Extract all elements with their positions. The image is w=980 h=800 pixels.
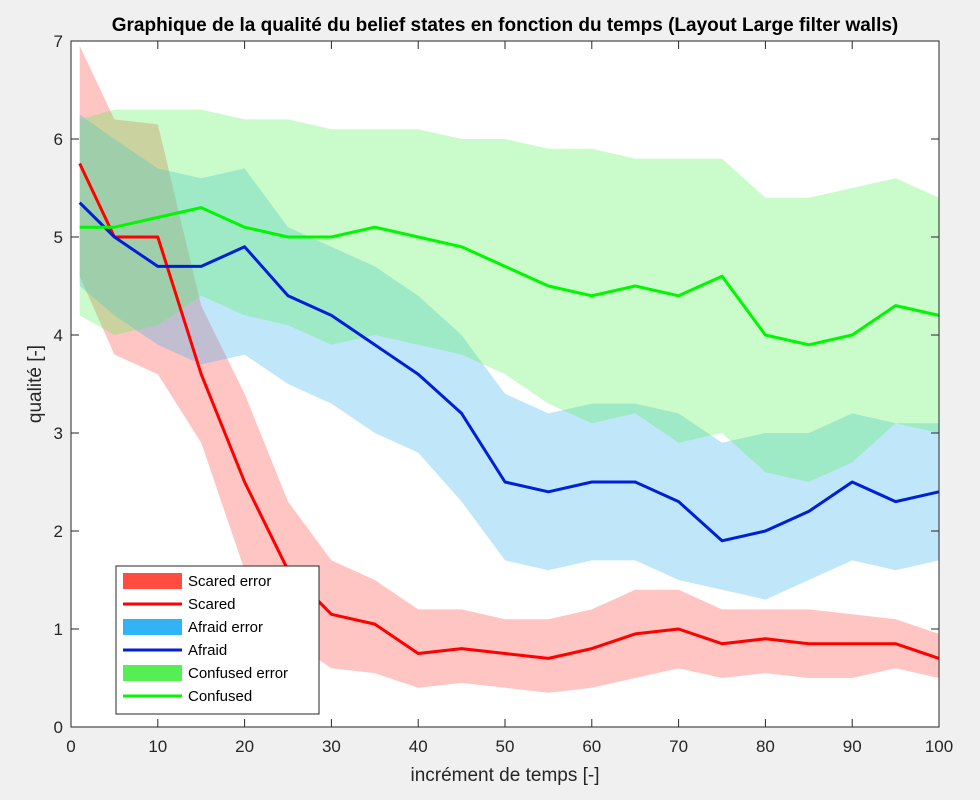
y-axis: 0 1 2 3 4 5 6 7 xyxy=(54,32,939,737)
x-tick-label: 10 xyxy=(148,737,167,756)
x-tick-label: 60 xyxy=(582,737,601,756)
legend-swatch-scared-error xyxy=(123,573,182,589)
legend-label-scared: Scared xyxy=(188,596,236,613)
x-tick-label: 30 xyxy=(322,737,341,756)
y-tick-label: 0 xyxy=(54,718,63,737)
x-tick-label: 50 xyxy=(496,737,515,756)
afraid-line xyxy=(78,201,940,543)
y-tick-label: 6 xyxy=(54,130,63,149)
confused-line xyxy=(79,206,940,347)
x-tick-label: 20 xyxy=(235,737,254,756)
y-tick-label: 7 xyxy=(54,32,63,51)
x-axis-label: incrément de temps [-] xyxy=(410,765,599,786)
x-tick-label: 40 xyxy=(409,737,428,756)
chart-title: Graphique de la qualité du belief states… xyxy=(112,15,899,36)
legend-box xyxy=(115,565,320,715)
x-tick-label: 0 xyxy=(66,737,75,756)
x-tick-label: 70 xyxy=(669,737,688,756)
x-tick-label: 90 xyxy=(843,737,862,756)
y-tick-label: 5 xyxy=(54,228,63,247)
scared-error-band xyxy=(79,45,939,693)
legend-label-scared-error: Scared error xyxy=(188,573,271,590)
confused-error-band xyxy=(79,109,939,482)
legend-label-confused-error: Confused error xyxy=(188,665,288,682)
y-axis-label: qualité [-] xyxy=(25,345,46,423)
scared-line xyxy=(78,162,940,660)
legend-label-confused: Confused xyxy=(188,688,252,705)
y-tick-label: 1 xyxy=(54,620,63,639)
series-lines xyxy=(78,162,940,660)
y-tick-label: 2 xyxy=(54,522,63,541)
legend-swatch-afraid-error xyxy=(123,619,182,635)
legend: Scared error Scared Afraid error Afraid Conf… xyxy=(115,565,320,715)
x-axis: 0 10 20 30 40 50 60 70 80 90 100 xyxy=(66,41,953,756)
y-tick-label: 4 xyxy=(54,326,63,345)
x-tick-label: 80 xyxy=(756,737,775,756)
legend-label-afraid: Afraid xyxy=(188,642,227,659)
legend-swatch-confused-error xyxy=(123,665,182,681)
x-tick-label: 100 xyxy=(925,737,953,756)
y-tick-label: 3 xyxy=(54,424,63,443)
legend-label-afraid-error: Afraid error xyxy=(188,619,263,636)
